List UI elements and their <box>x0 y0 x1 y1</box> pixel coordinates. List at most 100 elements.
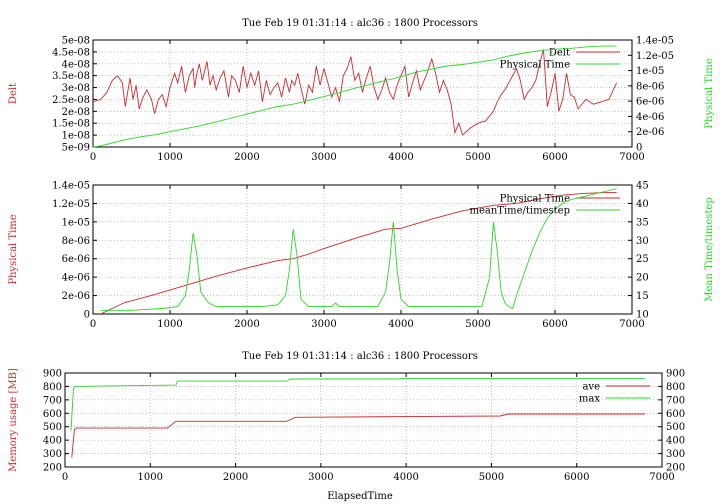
y-tick-label: 600 <box>43 409 62 420</box>
y2-tick-label: 15 <box>636 291 649 302</box>
y-tick-label: 6e-06 <box>62 254 90 265</box>
y2-tick-label: 35 <box>636 217 649 228</box>
plot-frame <box>64 372 663 468</box>
y-axis-label: Delt <box>8 83 19 104</box>
y-tick-label: 500 <box>43 422 62 433</box>
series-line-1 <box>100 191 617 315</box>
y-tick-label: 2e-06 <box>62 291 90 302</box>
legend-label: ave <box>582 382 600 393</box>
chart-panel-2: 0 1000 2000 3000 4000 5000 6000 7000 0 2e-06 4e-06… <box>8 181 715 331</box>
y2-tick-label: 10 <box>636 310 649 321</box>
x-tick-label: 4000 <box>388 319 413 330</box>
plot-frame <box>92 184 633 315</box>
y-tick-label: 5e-09 <box>62 143 90 154</box>
x-tick-label: 1000 <box>157 152 182 163</box>
y-tick-label: 1.4e-05 <box>52 181 90 192</box>
y-tick-label: 800 <box>43 382 62 393</box>
legend-label: Delt <box>549 48 570 59</box>
y2-tick-label: 500 <box>666 422 685 433</box>
y-tick-label: 1.5e-08 <box>52 119 90 130</box>
series-line-1 <box>92 49 618 136</box>
y2-tick-label: 1.4e-05 <box>636 36 674 47</box>
y-tick-label: 1e-05 <box>62 217 90 228</box>
y2-tick-label: 900 <box>666 369 685 380</box>
x-tick-label: 3000 <box>311 152 336 163</box>
x-tick-label: 7000 <box>649 472 674 483</box>
x-tick-label: 2000 <box>223 472 248 483</box>
y2-tick-label: 800 <box>666 382 685 393</box>
y-tick-label: 200 <box>43 463 62 474</box>
x-tick-label: 2000 <box>234 319 259 330</box>
y-axis-label: Physical Time <box>8 214 19 284</box>
y2-tick-label: 700 <box>666 395 685 406</box>
y-tick-label: 3e-08 <box>62 83 90 94</box>
y-tick-label: 1e-08 <box>62 131 90 142</box>
x-tick-label: 5000 <box>465 319 490 330</box>
y-tick-label: 2.5e-08 <box>52 95 90 106</box>
x-tick-label: 0 <box>62 472 68 483</box>
plot-frame <box>92 39 633 148</box>
series-line-2 <box>100 188 617 311</box>
y2-tick-label: 0 <box>636 143 642 154</box>
y2-tick-label: 4e-06 <box>636 112 664 123</box>
legend-label: meanTime/timestep <box>469 206 570 217</box>
chart-title-bottom: Tue Feb 19 01:31:14 : alc36 : 1800 Proce… <box>242 351 478 362</box>
y2-tick-label: 400 <box>666 436 685 447</box>
series-line-1 <box>71 413 645 458</box>
series-line-2 <box>70 377 645 431</box>
legend-label: Physical Time <box>500 60 570 71</box>
y2-tick-label: 6e-06 <box>636 97 664 108</box>
series-line-2 <box>92 45 617 148</box>
y-tick-label: 4e-08 <box>62 59 90 70</box>
y2-tick-label: 30 <box>636 236 649 247</box>
x-tick-label: 0 <box>90 319 96 330</box>
y-axis-label: Memory usage [MB] <box>8 368 19 472</box>
chart-panel-3: 0 1000 2000 3000 4000 5000 6000 700020030040050… <box>8 368 685 483</box>
y-tick-label: 4e-06 <box>62 273 90 284</box>
y-tick-label: 3.5e-08 <box>52 71 90 82</box>
x-tick-label: 0 <box>90 152 96 163</box>
legend-label: Physical Time <box>500 194 570 205</box>
y2-tick-label: 40 <box>636 199 649 210</box>
y2-tick-label: 300 <box>666 449 685 460</box>
x-tick-label: 1000 <box>138 472 163 483</box>
x-tick-label: 7000 <box>619 152 644 163</box>
x-tick-label: 3000 <box>311 319 336 330</box>
y2-tick-label: 1e-05 <box>636 66 664 77</box>
y-tick-label: 2e-08 <box>62 107 90 118</box>
y-tick-label: 900 <box>43 369 62 380</box>
y-tick-label: 4.5e-08 <box>52 47 90 58</box>
chart-title-top: Tue Feb 19 01:31:14 : alc36 : 1800 Proce… <box>242 18 478 29</box>
y-tick-label: 300 <box>43 449 62 460</box>
x-tick-label: 5000 <box>479 472 504 483</box>
x-tick-label: 6000 <box>542 319 567 330</box>
y2-tick-label: 200 <box>666 463 685 474</box>
y-tick-label: 0 <box>84 310 90 321</box>
y2-tick-label: 45 <box>636 181 649 192</box>
y2-tick-label: 20 <box>636 273 649 284</box>
x-tick-label: 6000 <box>564 472 589 483</box>
x-tick-label: 1000 <box>157 319 182 330</box>
y2-tick-label: 1.2e-05 <box>636 51 674 62</box>
y2-axis-label: Physical Time <box>704 58 715 128</box>
x-axis-label: ElapsedTime <box>327 491 393 502</box>
y2-tick-label: 8e-06 <box>636 81 664 92</box>
y-tick-label: 1.2e-05 <box>52 199 90 210</box>
y-tick-label: 700 <box>43 395 62 406</box>
legend-label: max <box>579 394 600 405</box>
chart-panel-1: 0 1000 2000 3000 4000 5000 6000 70005e-091e-081… <box>8 36 715 164</box>
x-tick-label: 4000 <box>393 472 418 483</box>
y-tick-label: 8e-06 <box>62 236 90 247</box>
x-tick-label: 3000 <box>308 472 333 483</box>
x-tick-label: 6000 <box>542 152 567 163</box>
x-tick-label: 5000 <box>465 152 490 163</box>
y2-tick-label: 600 <box>666 409 685 420</box>
x-tick-label: 4000 <box>388 152 413 163</box>
y-tick-label: 5e-08 <box>62 36 90 47</box>
x-tick-label: 2000 <box>234 152 259 163</box>
y2-axis-label: Mean Time/timestep <box>704 197 715 301</box>
y2-tick-label: 25 <box>636 254 649 265</box>
y-tick-label: 400 <box>43 436 62 447</box>
